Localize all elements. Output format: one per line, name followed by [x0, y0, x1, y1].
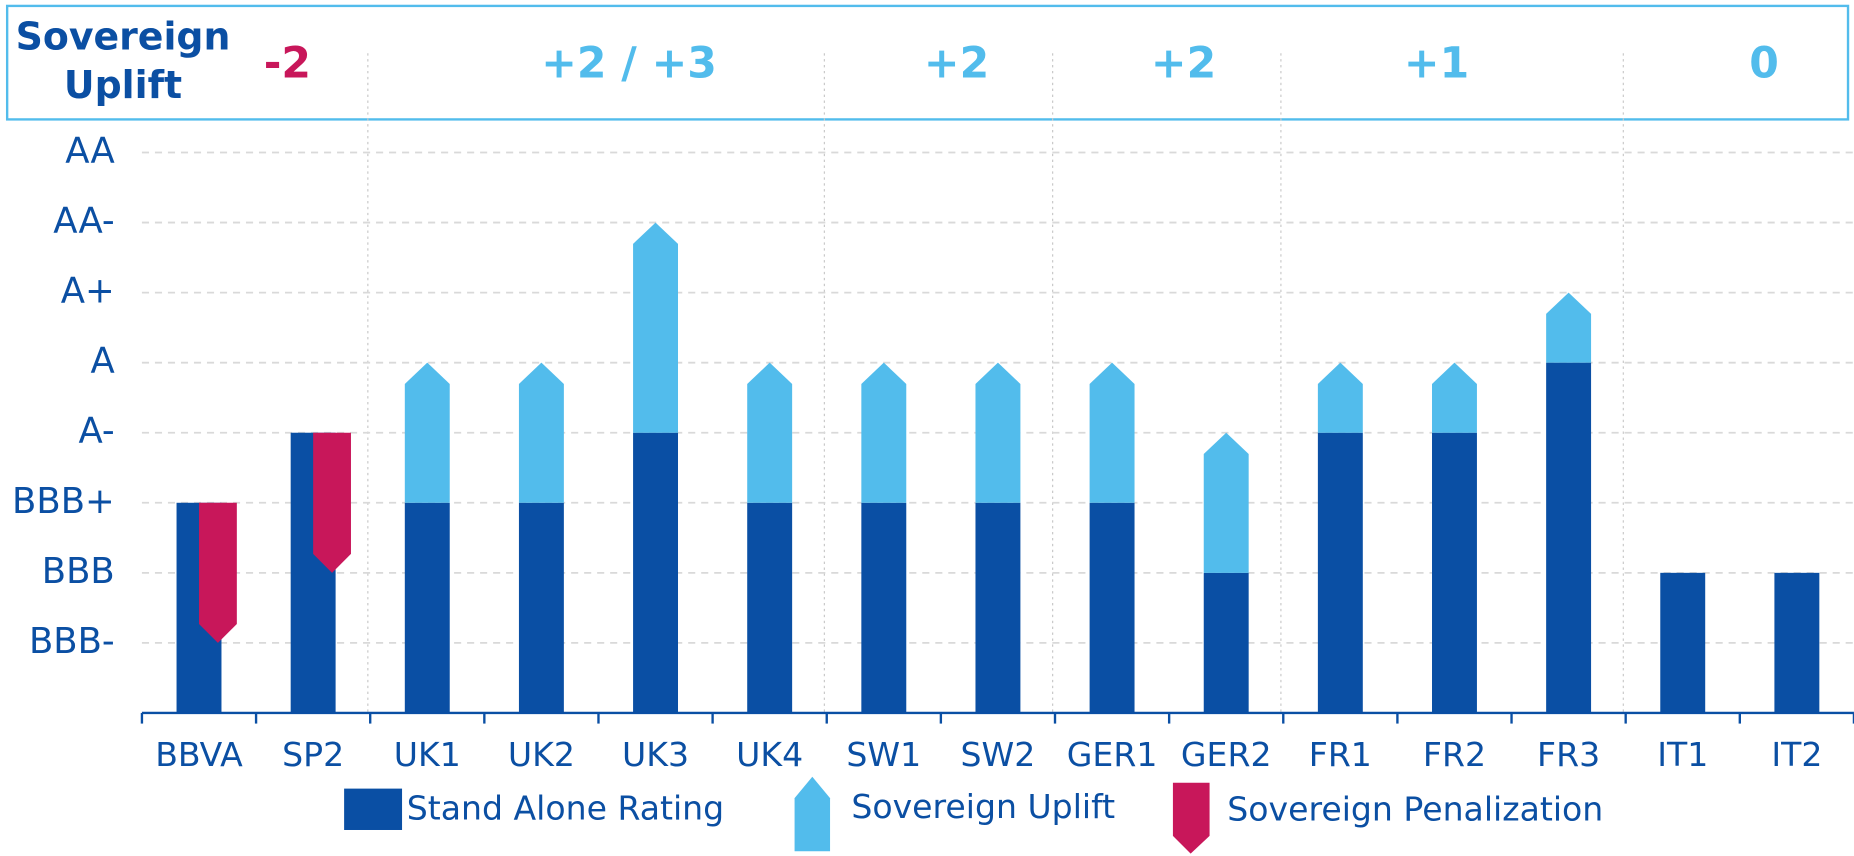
uplift-bar [1317, 362, 1363, 433]
uplift-bar [633, 222, 679, 433]
stand-alone-bar [1203, 572, 1249, 713]
x-tick-label: UK2 [508, 735, 575, 774]
uplift-bar [1432, 362, 1477, 433]
stand-alone-bar [1089, 502, 1135, 713]
x-tick-label: GER2 [1181, 735, 1272, 774]
header-box [5, 4, 1850, 121]
x-tick-label: FR2 [1423, 735, 1486, 774]
legend-label: Stand Alone Rating [407, 788, 724, 827]
y-tick-label: AA- [53, 201, 115, 242]
legend-swatch [344, 788, 403, 830]
legend-label: Sovereign Penalization [1227, 790, 1603, 829]
group-label: +2 [924, 39, 989, 89]
group-label: +2 [1151, 39, 1216, 89]
uplift-bar [518, 362, 564, 503]
stand-alone-bar [633, 432, 679, 713]
group-label: +2 / +3 [541, 39, 717, 89]
x-tick-label: IT2 [1771, 735, 1822, 774]
x-tick-label: GER1 [1067, 735, 1158, 774]
y-tick-label: A- [78, 411, 114, 452]
x-tick-label: SP2 [282, 735, 344, 774]
stand-alone-bar [861, 502, 907, 713]
legend-label: Sovereign Uplift [851, 787, 1115, 826]
legend-swatch [794, 776, 831, 852]
group-label: 0 [1749, 39, 1779, 89]
x-tick-label: UK4 [736, 735, 803, 774]
uplift-bar [404, 362, 450, 503]
x-tick-label: SW2 [961, 735, 1036, 774]
y-tick-label: BBB+ [12, 481, 115, 522]
stand-alone-bar [1432, 432, 1477, 713]
y-tick-label: A+ [61, 271, 115, 312]
uplift-bar [1203, 432, 1249, 573]
stand-alone-bar [1774, 572, 1820, 713]
stand-alone-bar [518, 502, 564, 713]
stand-alone-bar [1317, 432, 1363, 713]
x-tick-label: UK3 [622, 735, 689, 774]
y-tick-label: AA [65, 131, 114, 172]
uplift-bar [747, 362, 793, 503]
penalization-bar [199, 502, 237, 643]
legend-swatch [1172, 782, 1210, 854]
stand-alone-bar [747, 502, 793, 713]
x-tick-label: IT1 [1657, 735, 1708, 774]
y-tick-label: A [90, 341, 114, 382]
group-label: -2 [264, 39, 311, 89]
x-tick-label: BBVA [155, 735, 243, 774]
group-label: +1 [1404, 39, 1469, 89]
x-tick-label: FR1 [1309, 735, 1372, 774]
stand-alone-bar [1660, 572, 1706, 713]
uplift-bar [1089, 362, 1135, 503]
uplift-bar [861, 362, 907, 503]
header-title: Uplift [64, 63, 182, 107]
x-tick-label: SW1 [846, 735, 921, 774]
y-tick-label: BBB- [29, 621, 115, 662]
y-tick-label: BBB [42, 551, 115, 592]
uplift-bar [1546, 292, 1592, 363]
x-tick-label: UK1 [394, 735, 461, 774]
header-title: Sovereign [16, 15, 231, 59]
stand-alone-bar [1546, 362, 1592, 713]
stand-alone-bar [404, 502, 450, 713]
uplift-bar [975, 362, 1021, 503]
stand-alone-bar [975, 502, 1021, 713]
x-tick-label: FR3 [1537, 735, 1600, 774]
penalization-bar [313, 432, 351, 573]
